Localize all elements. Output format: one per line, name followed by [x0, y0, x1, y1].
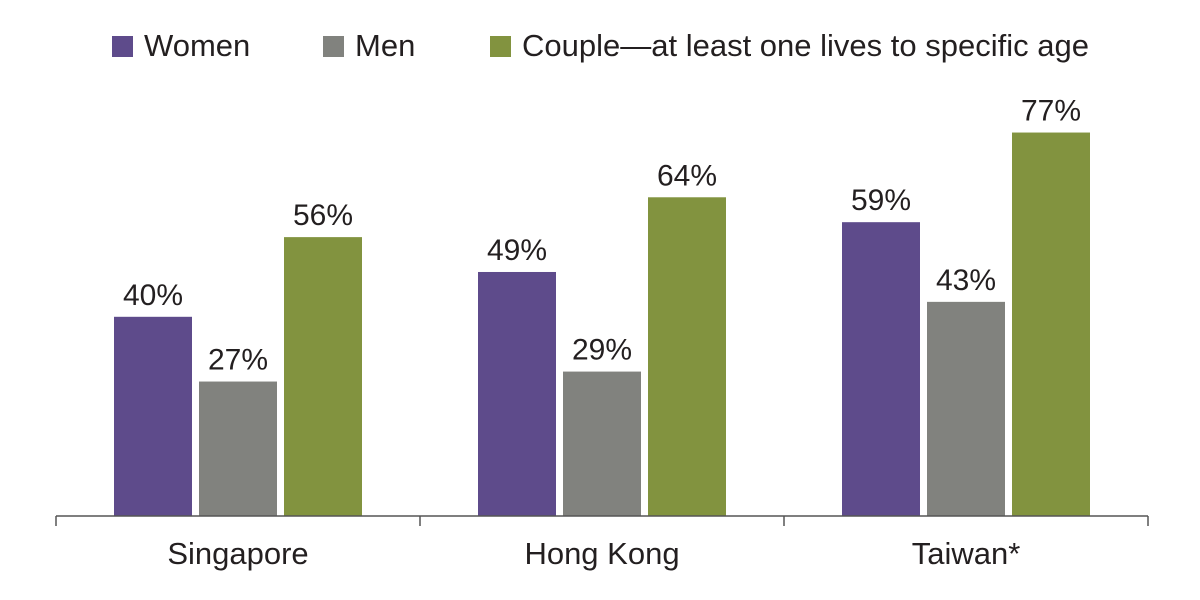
- legend-swatch-men: [323, 36, 344, 57]
- bar-taiwan-couple-at-le: [1012, 132, 1090, 517]
- bar-taiwan-women: [842, 222, 920, 516]
- bar-singapore-couple-at-le: [284, 237, 362, 516]
- bar-singapore-women: [114, 316, 192, 516]
- bars: [114, 132, 1090, 517]
- value-label: 59%: [851, 184, 911, 217]
- legend: Women Men Couple—at least one lives to spe…: [112, 28, 1089, 63]
- legend-label-women: Women: [144, 28, 250, 63]
- category-label-hong-kong: Hong Kong: [524, 536, 679, 571]
- value-label: 43%: [936, 264, 996, 297]
- bar-taiwan-men: [927, 301, 1005, 516]
- bar-hong-kong-couple-at-le: [648, 197, 726, 516]
- value-label: 49%: [487, 234, 547, 267]
- category-label-singapore: Singapore: [167, 536, 308, 571]
- category-label-taiwan: Taiwan*: [912, 536, 1021, 571]
- bar-singapore-men: [199, 381, 277, 516]
- value-label: 64%: [657, 159, 717, 192]
- value-label: 40%: [123, 279, 183, 312]
- category-labels: Singapore Hong Kong Taiwan*: [167, 536, 1020, 571]
- value-labels: 40% 27% 56% 49% 29% 64% 59% 43% 77%: [123, 95, 1081, 377]
- legend-swatch-couple-at-le: [490, 36, 511, 57]
- legend-label-couple-at-le: Couple—at least one lives to specific ag…: [522, 28, 1089, 63]
- bar-hong-kong-men: [563, 371, 641, 516]
- value-label: 27%: [208, 344, 268, 377]
- value-label: 29%: [572, 334, 632, 367]
- x-axis: [55, 515, 1149, 526]
- value-label: 56%: [293, 199, 353, 232]
- legend-swatch-women: [112, 36, 133, 57]
- value-label: 77%: [1021, 95, 1081, 128]
- bar-hong-kong-women: [478, 271, 556, 516]
- legend-label-men: Men: [355, 28, 415, 63]
